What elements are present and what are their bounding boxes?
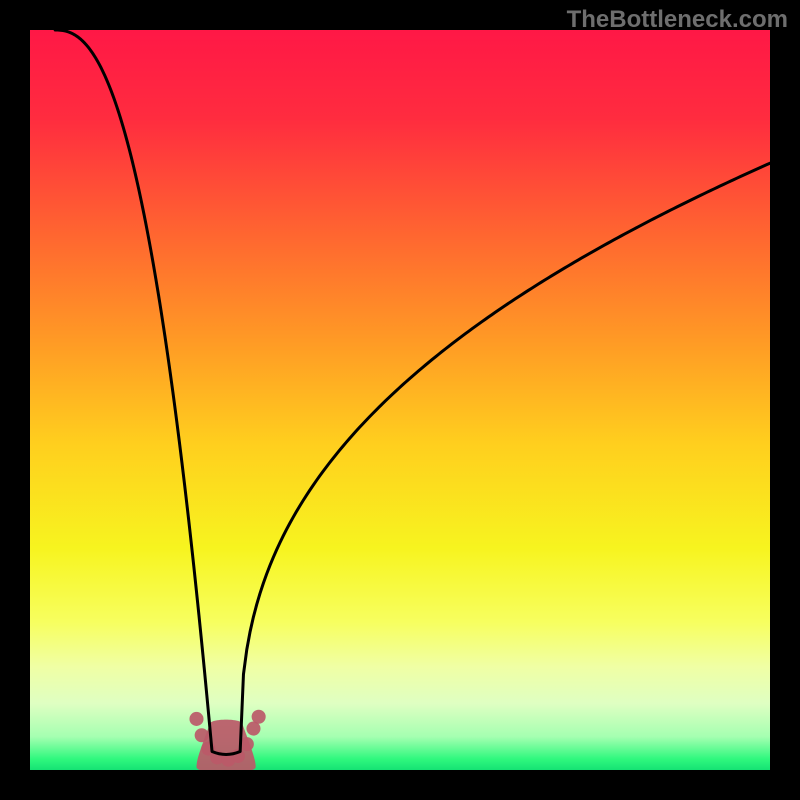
plot-area (30, 30, 770, 770)
valley-marker-dot (195, 728, 209, 742)
valley-marker-dot (252, 710, 266, 724)
gradient-background (30, 30, 770, 770)
watermark-text: TheBottleneck.com (567, 6, 788, 34)
outer-canvas: TheBottleneck.com (0, 0, 800, 800)
chart-svg (30, 30, 770, 770)
valley-marker-dot (189, 712, 203, 726)
